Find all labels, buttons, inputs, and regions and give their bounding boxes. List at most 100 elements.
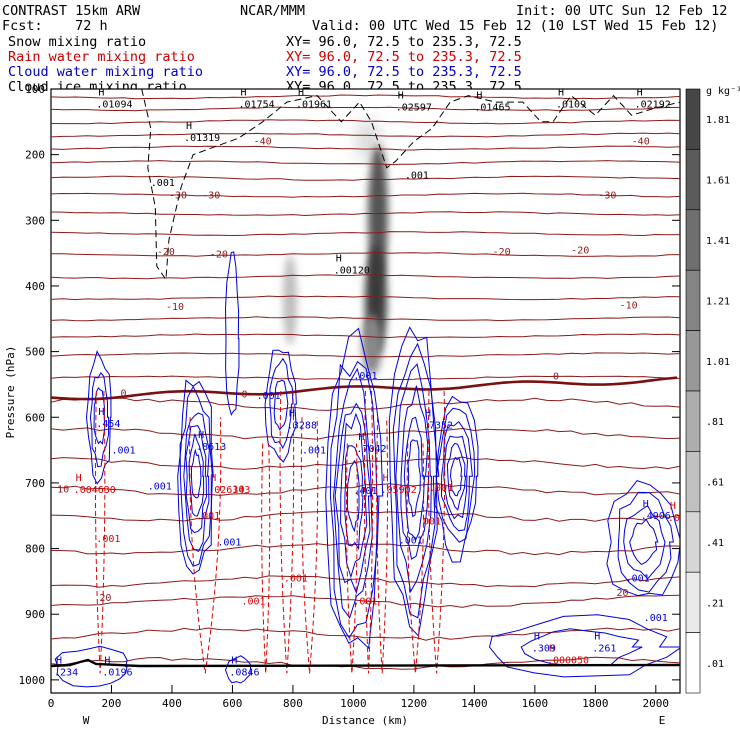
isotherm-label: -10 bbox=[166, 302, 184, 313]
snow-max-label: .01465 bbox=[474, 103, 510, 114]
colorbar-swatch bbox=[685, 149, 701, 211]
cloud-water-max-label: .454 bbox=[96, 419, 120, 430]
rain-contour-label: .001 bbox=[284, 573, 308, 584]
cloud-water-contour-label: .001 bbox=[353, 371, 377, 382]
cloud-water-h-marker: H bbox=[231, 655, 237, 666]
x-tick-label: 1600 bbox=[522, 697, 549, 710]
rain-contour bbox=[189, 417, 222, 674]
isotherm-label: -40 bbox=[254, 137, 272, 148]
cloud-water-contour bbox=[188, 433, 205, 517]
cloud-water-contour bbox=[54, 645, 128, 688]
forecast-hour: Fcst: 72 h bbox=[2, 18, 108, 34]
rain-h-marker: H bbox=[76, 473, 82, 484]
colorbar-tick-label: .21 bbox=[706, 598, 724, 609]
cloud-water-contour bbox=[617, 491, 674, 593]
isotherm-label: 10 bbox=[57, 484, 69, 495]
cloud-water-contour bbox=[179, 385, 213, 567]
isotherm-line bbox=[51, 106, 680, 112]
cloud-water-contour bbox=[435, 407, 476, 543]
cloud-water-contour bbox=[224, 655, 252, 684]
snow-h-marker: H bbox=[186, 121, 192, 132]
isotherm-line bbox=[51, 656, 680, 670]
x-tick-label: 600 bbox=[223, 697, 243, 710]
cloud-water-contour bbox=[89, 372, 110, 468]
x-axis-west-label: W bbox=[83, 714, 90, 727]
isotherm-line bbox=[51, 175, 680, 181]
x-tick-label: 200 bbox=[102, 697, 122, 710]
cloud-water-contour-label: .001 bbox=[626, 573, 650, 584]
cloud-water-contour-label: .001 bbox=[302, 445, 326, 456]
contour-labels: -40 -40 -30 -30 -30 -20 -20 -20 -20 -10 -10 0 0 0 10 10… bbox=[54, 87, 680, 678]
snow-contour-label: .001 bbox=[405, 170, 429, 181]
model-title: CONTRAST 15km ARW bbox=[2, 3, 141, 19]
terrain-line bbox=[50, 658, 681, 668]
cloud-water-max-label: .309 bbox=[532, 644, 556, 655]
rain-contour-label: .001 bbox=[196, 511, 220, 522]
colorbar-tick-label: .41 bbox=[706, 538, 724, 549]
cloud-water-contour bbox=[273, 379, 289, 431]
colorbar-tick-label: 1.01 bbox=[706, 357, 730, 368]
rain-contour bbox=[261, 443, 271, 674]
rain-contour-label: .001 bbox=[429, 483, 453, 494]
cloud-water-h-marker: H bbox=[594, 632, 600, 643]
isotherm-line bbox=[51, 295, 680, 301]
y-tick-label: 1000 bbox=[19, 674, 46, 687]
snow-h-marker: H bbox=[476, 91, 482, 102]
rain-h-marker: H bbox=[210, 473, 216, 484]
cloud-water-contour-label: .001 bbox=[644, 613, 668, 624]
colorbar-tick-label: 1.81 bbox=[706, 115, 730, 126]
y-tick-label: 100 bbox=[25, 83, 45, 96]
cloud-water-h-marker: H bbox=[425, 408, 431, 419]
colorbar-swatch bbox=[685, 451, 701, 513]
colorbar-swatch bbox=[685, 511, 701, 573]
cloud-water-contour bbox=[623, 504, 666, 580]
cloud-water-max-label: .261 bbox=[592, 644, 616, 655]
header: CONTRAST 15km ARW NCAR/MMM Init: 00 UTC … bbox=[2, 3, 727, 34]
snow-max-label: .00120 bbox=[334, 266, 370, 277]
isotherm-line bbox=[51, 316, 680, 322]
isotherm-label: 20 bbox=[617, 588, 629, 599]
x-tick-label: 2000 bbox=[643, 697, 670, 710]
cloud-water-contour bbox=[224, 251, 240, 416]
rain-contours bbox=[94, 390, 446, 674]
cloud-water-max-label: .3288 bbox=[287, 420, 317, 431]
snow-contour-label: .001 bbox=[151, 178, 175, 189]
legend-xy-0: XY= 96.0, 72.5 to 235.3, 72.5 bbox=[286, 34, 522, 50]
x-axis-east-label: E bbox=[659, 714, 666, 727]
cloud-water-h-marker: H bbox=[643, 499, 649, 510]
cloud-water-contour bbox=[606, 480, 680, 597]
legend-xy-2: XY= 96.0, 72.5 to 235.3, 72.5 bbox=[286, 64, 522, 80]
init-time: Init: 00 UTC Sun 12 Feb 12 bbox=[516, 3, 727, 19]
colorbar-tick-label: 1.61 bbox=[706, 176, 730, 187]
cloud-water-contour bbox=[446, 442, 467, 511]
isotherm-label: 0 bbox=[242, 389, 248, 400]
cloud-water-contours bbox=[54, 251, 680, 688]
colorbar-tick-label: 1.21 bbox=[706, 296, 730, 307]
isotherm-line bbox=[51, 192, 680, 198]
y-axis-label: Pressure (hPa) bbox=[4, 346, 17, 439]
cloud-water-contour bbox=[488, 614, 680, 678]
colorbar-tick-label: 1.41 bbox=[706, 236, 730, 247]
colorbar-swatch bbox=[685, 269, 701, 331]
snow-max-label: .02192 bbox=[635, 99, 671, 110]
snow-max-label: .0109 bbox=[556, 99, 586, 110]
isotherm-line bbox=[51, 456, 680, 470]
isotherm-label: -20 bbox=[571, 246, 589, 257]
isotherm-line bbox=[51, 119, 680, 125]
x-tick-label: 1200 bbox=[401, 697, 428, 710]
cloud-water-contour bbox=[264, 349, 297, 463]
legend-name-1: Rain water mixing ratio bbox=[8, 49, 195, 65]
legend-xy-1: XY= 96.0, 72.5 to 235.3, 72.5 bbox=[286, 49, 522, 65]
y-tick-label: 800 bbox=[25, 543, 45, 556]
cloud-water-contour bbox=[344, 445, 364, 550]
cloud-water-h-marker: H bbox=[98, 407, 104, 418]
x-axis: 0 200 400 600 800 1000 1200 1400 1600 1800 2000 bbox=[48, 685, 669, 710]
colorbar-swatch bbox=[685, 330, 701, 392]
y-tick-label: 300 bbox=[25, 214, 45, 227]
colorbar-swatch bbox=[685, 390, 701, 452]
isotherm-line bbox=[51, 132, 680, 138]
y-tick-label: 200 bbox=[25, 149, 45, 162]
snow-h-marker: H bbox=[558, 87, 564, 98]
cloud-water-contour bbox=[340, 412, 368, 579]
